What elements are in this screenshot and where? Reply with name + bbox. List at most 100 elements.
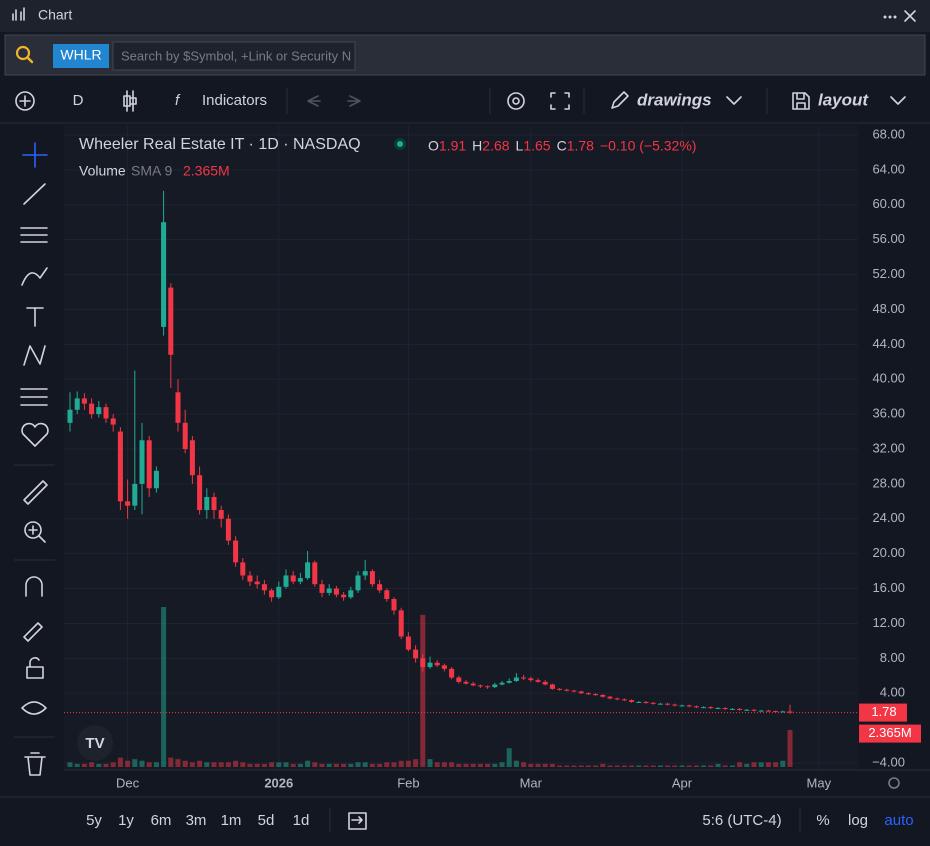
prediction-tool[interactable] (20, 388, 48, 406)
search-input[interactable] (112, 41, 356, 71)
x-tick-label: Feb (397, 775, 419, 790)
symbol-chip[interactable] (53, 44, 109, 68)
volume-bar (506, 748, 512, 767)
text-tool[interactable] (26, 307, 44, 327)
x-tick-label: Dec (116, 775, 140, 790)
volume-bar (787, 729, 793, 767)
chart-type-button[interactable] (123, 90, 137, 112)
add-button[interactable] (15, 91, 35, 111)
volume-bar (672, 765, 678, 767)
time-axis-labels: Dec 2026 Feb Mar Apr May (116, 775, 832, 790)
volume-bar (103, 763, 109, 767)
title-bar (0, 0, 930, 32)
percent-toggle[interactable]: % (816, 812, 829, 829)
drawings-button[interactable]: drawings (637, 90, 712, 109)
lock-drawing-tool[interactable] (23, 622, 43, 642)
volume-bar (139, 760, 145, 767)
fx-icon: f (175, 92, 181, 109)
candle-body (686, 705, 692, 707)
volume-bar (117, 757, 123, 767)
volume-bar (89, 762, 95, 767)
delete-tool[interactable] (24, 752, 46, 776)
candle-body (153, 470, 159, 489)
brush-tool[interactable] (21, 267, 48, 286)
y-tick-label: 8.00 (880, 650, 905, 665)
axis-settings[interactable] (888, 777, 900, 789)
interval[interactable]: D (73, 92, 84, 109)
volume-bar (456, 763, 462, 767)
volume-bar (564, 765, 570, 767)
logo[interactable] (77, 725, 113, 761)
volume-bar (722, 765, 728, 767)
y-tick-label: 64.00 (872, 161, 905, 176)
drawings-icon (611, 91, 629, 109)
candle-body (636, 701, 642, 703)
visibility-tool[interactable] (21, 701, 47, 715)
candle-body (701, 707, 707, 709)
volume-label: 2.365M (868, 725, 911, 740)
redo-button[interactable] (347, 95, 361, 107)
volume-bar (204, 762, 210, 767)
range-button[interactable]: 5d (258, 812, 275, 829)
volume-bar (233, 760, 239, 767)
price-axis-labels: 68.00 64.00 60.00 56.00 52.00 48.00 44.00 40.00… (872, 126, 905, 769)
auto-toggle[interactable]: auto (884, 812, 913, 829)
candle-body (175, 392, 181, 423)
lock-tool[interactable] (26, 657, 44, 679)
volume-bar (665, 765, 671, 767)
candle-body (139, 440, 145, 484)
range-button[interactable]: 3m (186, 812, 207, 829)
range-button[interactable]: 1y (118, 812, 134, 829)
range-button[interactable]: 1d (293, 812, 310, 829)
volume-tag (859, 724, 921, 743)
range-button[interactable]: 1m (221, 812, 242, 829)
layout-caret (890, 96, 906, 105)
trendline-tool[interactable] (23, 183, 46, 205)
ruler-tool[interactable] (23, 480, 48, 505)
menu-button[interactable] (883, 15, 897, 19)
chart-pane[interactable] (64, 125, 858, 770)
lines-tool[interactable] (20, 227, 48, 243)
candle-body (722, 708, 728, 710)
candle-body (477, 685, 483, 687)
crosshair-tool[interactable] (22, 142, 48, 168)
volume-bar (521, 762, 527, 767)
settings-button[interactable] (507, 92, 525, 110)
favorites-tool[interactable] (21, 422, 49, 447)
candle-body (643, 701, 649, 703)
candle-body (470, 683, 476, 686)
zoom-tool[interactable] (24, 521, 42, 539)
layout-button[interactable]: layout (818, 90, 869, 109)
volume-bar (283, 762, 289, 767)
volume-legend-sma: SMA 9 (131, 163, 172, 179)
candle-body (441, 665, 447, 669)
candle-body (197, 475, 203, 511)
magnet-tool[interactable] (25, 576, 43, 597)
volume-bar (600, 763, 606, 767)
fullscreen-button[interactable] (550, 92, 570, 110)
volume-bar (463, 763, 469, 767)
timezone[interactable]: 5:6 (UTC-4) (702, 812, 781, 829)
range-button[interactable]: 6m (151, 812, 172, 829)
candle-body (535, 680, 541, 682)
undo-button[interactable] (307, 95, 321, 107)
candle-body (369, 571, 375, 585)
volume-bar (161, 607, 167, 767)
goto-date-button[interactable] (348, 812, 367, 830)
candle-body (125, 501, 131, 506)
pattern-tool[interactable] (23, 345, 46, 366)
indicators-button[interactable]: Indicators (202, 92, 267, 109)
range-button[interactable]: 5y (86, 812, 102, 829)
volume-bar (499, 762, 505, 767)
close-button[interactable] (904, 10, 916, 22)
candle-body (708, 707, 714, 709)
y-tick-label: 52.00 (872, 266, 905, 281)
volume-bar (614, 765, 620, 767)
volume-bar (758, 762, 764, 767)
y-tick-label: 36.00 (872, 406, 905, 421)
candle-body (161, 222, 167, 327)
volume-bar (715, 763, 721, 767)
log-toggle[interactable]: log (848, 812, 868, 829)
volume-bar (197, 760, 203, 767)
volume-bar (607, 765, 613, 767)
